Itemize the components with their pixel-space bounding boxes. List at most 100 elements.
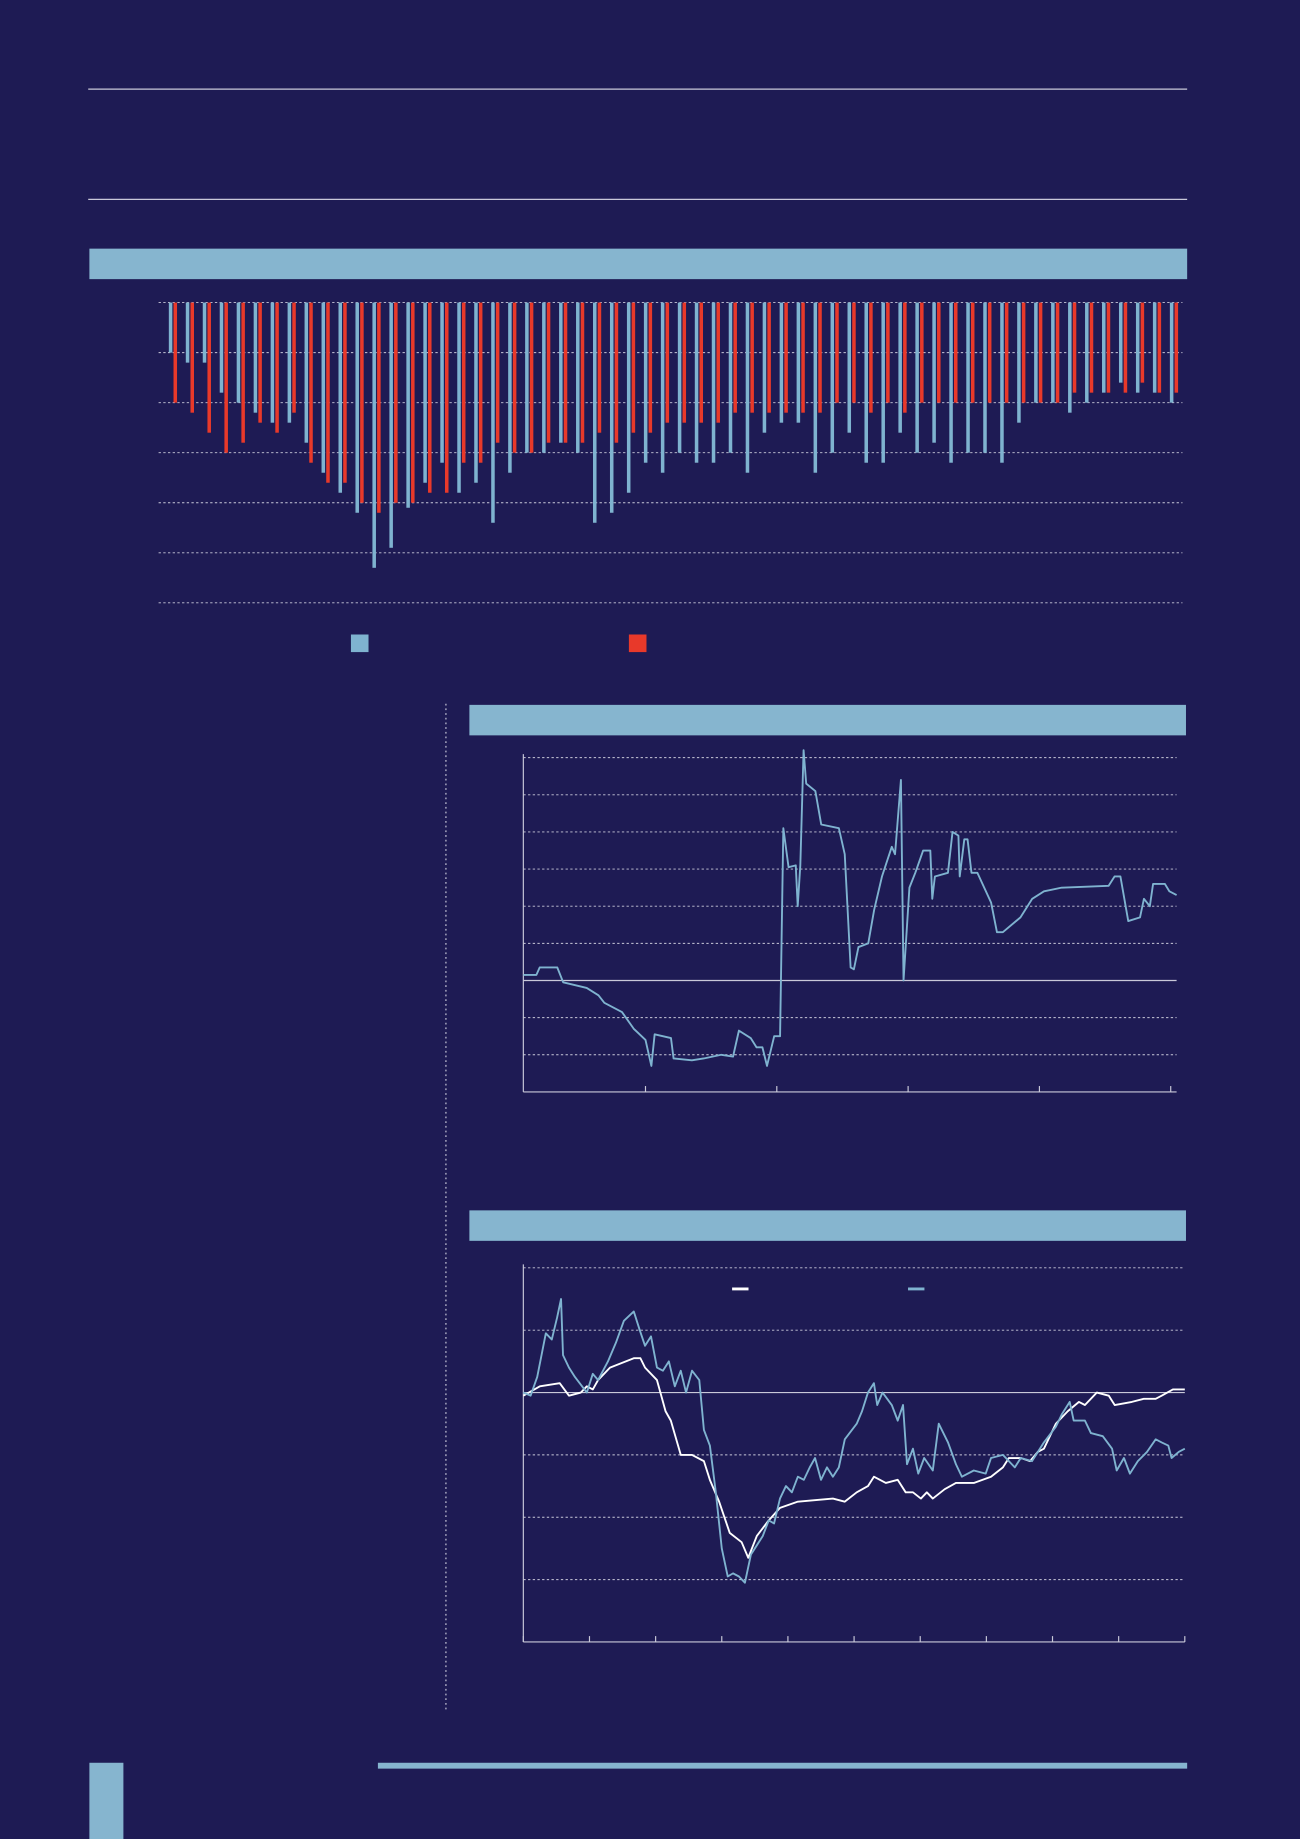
bar xyxy=(529,302,534,453)
bar xyxy=(699,302,704,423)
bar xyxy=(1157,302,1162,393)
bar xyxy=(406,302,410,508)
bar xyxy=(784,302,788,413)
bar xyxy=(1169,302,1174,403)
bar xyxy=(168,302,173,353)
bar xyxy=(355,302,359,513)
bar xyxy=(694,302,699,463)
bar xyxy=(241,302,245,443)
bar xyxy=(631,302,636,433)
bar xyxy=(643,302,648,463)
footer-bar xyxy=(377,1762,1188,1769)
bar xyxy=(796,302,801,423)
bar xyxy=(987,302,992,403)
bar xyxy=(970,302,975,403)
bar xyxy=(478,302,483,463)
bar xyxy=(1038,302,1043,403)
bar xyxy=(1055,302,1060,403)
bar xyxy=(321,302,326,473)
bar xyxy=(428,302,432,493)
bar xyxy=(1102,302,1106,393)
bar xyxy=(1106,302,1111,393)
bar xyxy=(1017,302,1021,423)
bar xyxy=(1118,302,1123,383)
bar xyxy=(343,302,347,483)
bar xyxy=(185,302,190,363)
section-header xyxy=(89,248,1188,280)
bar xyxy=(677,302,682,453)
bar xyxy=(423,302,427,483)
bar xyxy=(949,302,953,463)
bar xyxy=(593,302,597,523)
bar xyxy=(1021,302,1026,403)
bar xyxy=(898,302,902,433)
bar xyxy=(830,302,835,453)
bar xyxy=(711,302,716,463)
bar xyxy=(411,302,415,503)
line-series xyxy=(522,1357,1185,1559)
bar xyxy=(377,302,381,513)
legend-swatch xyxy=(350,634,369,653)
bar xyxy=(886,302,890,403)
bar xyxy=(1034,302,1038,403)
bar xyxy=(173,302,178,403)
bar xyxy=(1000,302,1004,463)
bar xyxy=(491,302,495,523)
page-tab xyxy=(89,1762,124,1839)
bar xyxy=(508,302,512,473)
bar xyxy=(1174,302,1179,393)
bar xyxy=(309,302,313,463)
bar xyxy=(253,302,258,413)
bar xyxy=(750,302,754,413)
bar xyxy=(207,302,211,433)
bar xyxy=(779,302,784,423)
bar xyxy=(1068,302,1072,413)
bar xyxy=(648,302,653,433)
bar xyxy=(835,302,839,403)
bar xyxy=(869,302,873,413)
bar xyxy=(292,302,296,413)
bar xyxy=(270,302,275,423)
bar xyxy=(1085,302,1089,403)
bar xyxy=(903,302,907,413)
bar xyxy=(1123,302,1128,393)
bar xyxy=(495,302,500,443)
bar xyxy=(1072,302,1077,393)
line-series xyxy=(523,749,1178,1067)
bar xyxy=(937,302,941,403)
bar xyxy=(881,302,885,463)
bar xyxy=(767,302,771,413)
bar xyxy=(372,302,376,568)
bar xyxy=(953,302,958,403)
bar xyxy=(360,302,364,503)
bar xyxy=(728,302,733,453)
line-series xyxy=(522,1298,1186,1584)
bar xyxy=(983,302,987,453)
bar xyxy=(665,302,670,423)
bar xyxy=(326,302,330,483)
bar xyxy=(202,302,207,363)
bar xyxy=(394,302,398,503)
bar xyxy=(609,302,614,513)
bar xyxy=(546,302,551,443)
bar xyxy=(338,302,343,493)
bar xyxy=(597,302,602,433)
bar xyxy=(389,302,393,548)
bar xyxy=(457,302,461,493)
bar xyxy=(852,302,856,403)
section-header xyxy=(469,1210,1186,1241)
bar xyxy=(236,302,241,403)
bar xyxy=(190,302,195,413)
legend-swatch xyxy=(628,634,647,653)
bar xyxy=(626,302,631,493)
bar xyxy=(287,302,292,423)
bar xyxy=(682,302,687,423)
bar xyxy=(813,302,818,473)
bar xyxy=(1140,302,1145,383)
bar xyxy=(614,302,619,443)
bar xyxy=(864,302,868,463)
bar xyxy=(733,302,737,413)
bar xyxy=(1135,302,1140,393)
bar xyxy=(474,302,478,483)
